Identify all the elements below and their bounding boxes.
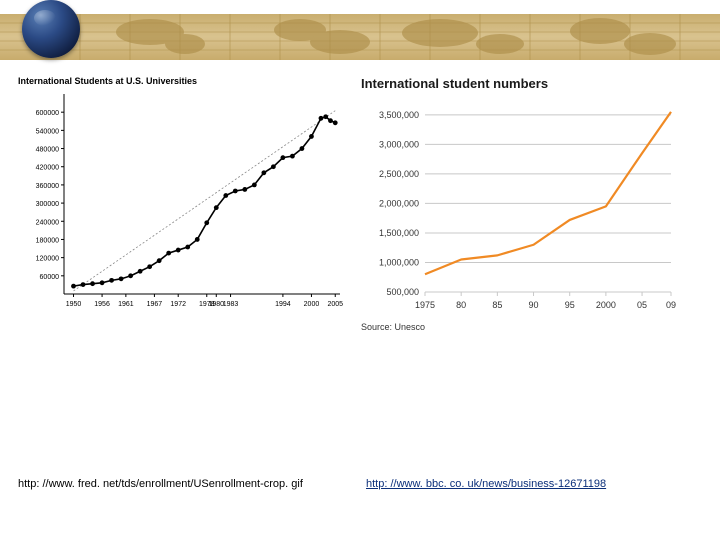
left-chart: 60000 120000 180000 240000 300000 360000 42000…: [18, 86, 348, 316]
svg-text:1950: 1950: [66, 301, 82, 308]
right-chart-panel: International student numbers 500,000 1,0…: [355, 76, 700, 396]
svg-text:05: 05: [637, 300, 647, 310]
banner-map-grid: [0, 14, 720, 60]
svg-text:1972: 1972: [170, 301, 186, 308]
left-chart-title: International Students at U.S. Universit…: [18, 76, 347, 86]
svg-text:95: 95: [565, 300, 575, 310]
svg-text:3,500,000: 3,500,000: [379, 110, 419, 120]
svg-text:2000: 2000: [304, 301, 320, 308]
right-source-link[interactable]: http: //www. bbc. co. uk/news/business-1…: [366, 478, 606, 490]
svg-text:540000: 540000: [36, 128, 59, 135]
right-chart: 500,000 1,000,000 1,500,000 2,000,000 2,500,…: [361, 91, 681, 316]
source-row: http: //www. fred. net/tds/enrollment/US…: [0, 478, 720, 490]
svg-text:360000: 360000: [36, 183, 59, 190]
right-chart-title: International student numbers: [361, 76, 682, 91]
svg-text:3,000,000: 3,000,000: [379, 139, 419, 149]
svg-text:80: 80: [456, 300, 466, 310]
svg-text:600000: 600000: [36, 110, 59, 117]
svg-text:09: 09: [666, 300, 676, 310]
svg-text:1994: 1994: [275, 301, 291, 308]
svg-text:1,000,000: 1,000,000: [379, 257, 419, 267]
svg-text:1975: 1975: [415, 300, 435, 310]
svg-text:240000: 240000: [36, 219, 59, 226]
left-chart-panel: International Students at U.S. Universit…: [0, 76, 355, 396]
banner: [0, 0, 720, 64]
svg-text:2005: 2005: [327, 301, 343, 308]
svg-text:60000: 60000: [40, 274, 60, 281]
left-source-link[interactable]: http: //www. fred. net/tds/enrollment/US…: [18, 478, 303, 490]
right-chart-source: Source: Unesco: [361, 322, 682, 332]
svg-text:85: 85: [492, 300, 502, 310]
svg-text:2,000,000: 2,000,000: [379, 198, 419, 208]
svg-text:1956: 1956: [94, 301, 110, 308]
svg-text:2000: 2000: [596, 300, 616, 310]
svg-text:420000: 420000: [36, 165, 59, 172]
svg-text:90: 90: [529, 300, 539, 310]
svg-text:500,000: 500,000: [386, 287, 419, 297]
svg-text:1983: 1983: [223, 301, 239, 308]
svg-text:480000: 480000: [36, 147, 59, 154]
svg-text:180000: 180000: [36, 237, 59, 244]
svg-text:1961: 1961: [118, 301, 134, 308]
svg-text:1967: 1967: [147, 301, 163, 308]
svg-text:1,500,000: 1,500,000: [379, 228, 419, 238]
svg-text:2,500,000: 2,500,000: [379, 169, 419, 179]
svg-text:1980: 1980: [208, 301, 224, 308]
svg-text:300000: 300000: [36, 201, 59, 208]
charts-row: International Students at U.S. Universit…: [0, 76, 720, 396]
globe-icon: [22, 0, 80, 58]
svg-text:120000: 120000: [36, 256, 59, 263]
